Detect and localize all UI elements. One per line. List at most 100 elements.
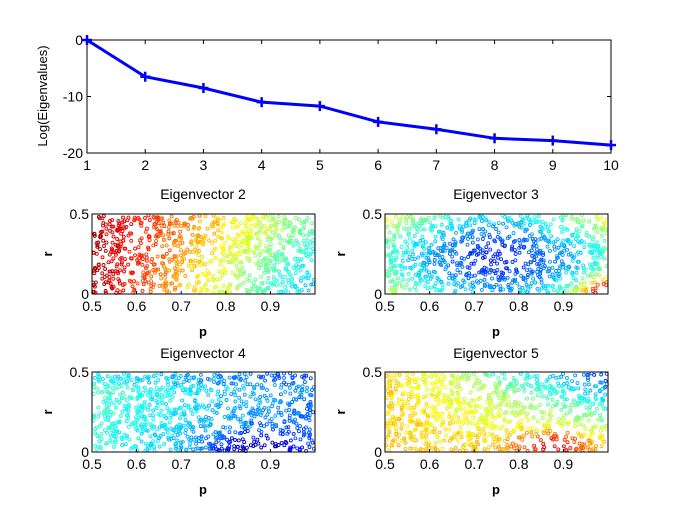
scatter-point — [538, 271, 543, 276]
scatter-point — [241, 386, 246, 391]
scatter-point — [477, 246, 482, 251]
scatter-point — [429, 223, 434, 228]
scatter-point — [423, 240, 428, 245]
scatter-point — [419, 409, 424, 414]
scatter-point — [574, 270, 579, 275]
scatter-point — [156, 377, 161, 382]
scatter-point — [239, 430, 244, 435]
scatter-point — [228, 283, 232, 288]
scatter-point — [568, 409, 573, 414]
scatter-point — [309, 438, 314, 443]
scatter-point — [536, 214, 541, 219]
scatter-point — [576, 386, 581, 391]
scatter-point — [104, 226, 109, 231]
scatter-point — [148, 390, 153, 394]
scatter-point — [460, 264, 465, 269]
scatter-point — [204, 287, 209, 292]
scatter-point — [297, 395, 302, 400]
scatter-point — [529, 430, 534, 435]
scatter-y-tick-label: 0 — [374, 286, 382, 302]
scatter-point — [565, 376, 569, 380]
scatter-point — [124, 398, 129, 403]
scatter-point — [98, 247, 102, 252]
scatter-point — [595, 253, 600, 258]
scatter-point — [592, 410, 597, 415]
scatter-point — [420, 263, 425, 268]
scatter-point — [523, 405, 527, 410]
scatter-point — [191, 226, 196, 231]
scatter-point — [587, 447, 592, 452]
scatter-point — [511, 427, 516, 432]
scatter-point — [467, 410, 472, 415]
scatter-point — [531, 396, 535, 401]
eigenvalue-markers — [82, 35, 616, 151]
scatter-point — [455, 419, 460, 424]
scatter-y-tick-label: 0.5 — [70, 364, 90, 380]
scatter-point — [471, 261, 476, 266]
scatter-point — [167, 236, 172, 241]
scatter-point — [120, 409, 125, 414]
scatter-point — [249, 228, 254, 233]
scatter-point — [472, 273, 477, 278]
scatter-point — [209, 222, 214, 227]
scatter-point — [244, 256, 249, 260]
scatter-point — [406, 397, 411, 402]
scatter-point — [167, 408, 172, 413]
scatter-point — [236, 416, 240, 421]
scatter-point — [240, 229, 245, 234]
scatter-point — [504, 225, 509, 230]
scatter-point — [205, 226, 210, 231]
scatter-point — [101, 238, 106, 243]
scatter-point — [169, 221, 174, 226]
scatter-point — [522, 445, 527, 450]
scatter-point — [542, 424, 547, 429]
scatter-point — [474, 422, 479, 427]
scatter-point — [233, 430, 238, 435]
scatter-point — [408, 265, 413, 270]
scatter-point — [204, 436, 209, 441]
scatter-point — [389, 396, 394, 400]
scatter-point — [112, 401, 116, 406]
scatter-point — [513, 388, 518, 393]
scatter-point — [395, 250, 400, 255]
scatter-point — [241, 402, 246, 407]
scatter-point — [409, 390, 414, 395]
scatter-point — [385, 224, 390, 229]
scatter-point — [243, 223, 248, 228]
scatter-point — [430, 393, 435, 398]
scatter-point — [167, 392, 172, 397]
scatter-point — [102, 411, 106, 416]
scatter-point — [135, 379, 140, 383]
scatter-point — [581, 432, 586, 437]
scatter-point — [259, 423, 263, 428]
scatter-point — [269, 417, 274, 422]
scatter-point — [188, 249, 193, 254]
scatter-point — [447, 276, 451, 280]
scatter-point — [264, 422, 269, 427]
scatter-point — [496, 230, 501, 235]
scatter-point — [172, 407, 177, 412]
scatter-point — [103, 248, 108, 253]
eigenvector-3-panel: Eigenvector 3 0.5 0.6 0.7 0.8 0.900.5 p r — [333, 186, 609, 339]
scatter-point — [551, 240, 556, 245]
scatter-point — [483, 406, 488, 411]
scatter-point — [483, 272, 488, 277]
scatter-point — [541, 226, 546, 231]
scatter-point — [500, 240, 505, 244]
scatter-point — [594, 272, 599, 277]
scatter-point — [405, 401, 410, 406]
scatter-point — [238, 273, 243, 278]
scatter-point — [234, 263, 239, 268]
scatter-point — [177, 270, 182, 275]
scatter-point — [196, 253, 201, 258]
scatter-point — [502, 391, 507, 396]
scatter-point — [420, 219, 425, 223]
scatter-point — [287, 402, 292, 407]
scatter-point — [244, 445, 249, 450]
scatter-point — [456, 383, 461, 388]
scatter-point — [386, 391, 391, 396]
scatter-point — [415, 418, 420, 423]
scatter-point — [194, 391, 199, 396]
scatter-point — [167, 437, 172, 442]
